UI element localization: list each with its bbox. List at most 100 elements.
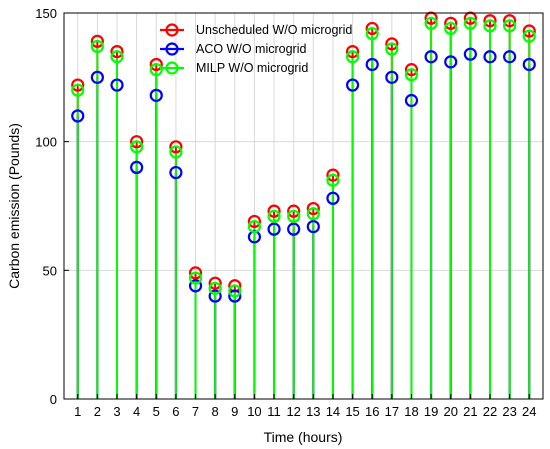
y-tick-label: 50 (43, 263, 57, 278)
x-tick-label: 8 (212, 404, 219, 419)
legend-marker (165, 61, 179, 75)
data-point-2 (208, 289, 222, 303)
data-point-3 (483, 19, 497, 33)
data-point-2 (306, 219, 320, 234)
data-point-2 (463, 47, 477, 61)
data-point-3 (71, 83, 85, 97)
data-point-3 (345, 50, 360, 64)
data-point-1 (503, 14, 517, 28)
data-point-3 (404, 68, 419, 82)
data-point-2 (522, 57, 536, 72)
x-tick-label: 22 (483, 404, 497, 419)
x-tick-label: 6 (172, 404, 179, 419)
data-point-3 (149, 63, 163, 77)
x-axis-label: Time (hours) (264, 429, 343, 445)
data-point-3 (110, 50, 124, 64)
x-tick-label: 16 (365, 404, 379, 419)
data-point-2 (483, 50, 497, 64)
data-point-2 (287, 222, 301, 236)
data-point-1 (404, 63, 419, 77)
data-point-3 (247, 219, 262, 234)
data-point-2 (326, 191, 340, 205)
x-tick-label: 10 (247, 404, 261, 419)
data-point-2 (169, 165, 183, 180)
x-tick-label: 24 (522, 404, 536, 419)
x-tick-label: 2 (94, 404, 101, 419)
plot-area-frame (63, 12, 544, 400)
data-point-1 (365, 21, 379, 36)
data-point-3 (188, 271, 203, 285)
y-tick-label: 100 (35, 135, 57, 150)
data-point-3 (365, 26, 379, 41)
data-point-2 (404, 93, 419, 108)
x-axis-ticks: 1 2 3 4 5 6 7 8 9 10 11 12 13 14 15 16 17 18 19 20 21 22 23 24 (74, 394, 536, 419)
data-point-1 (188, 266, 203, 280)
x-tick-label: 19 (424, 404, 438, 419)
x-tick-label: 1 (74, 404, 81, 419)
data-point-1 (110, 44, 124, 59)
data-point-3 (228, 284, 242, 298)
stem-lines (76, 18, 531, 399)
data-point-2 (130, 160, 144, 174)
data-point-3 (306, 207, 320, 221)
x-tick-label: 18 (404, 404, 418, 419)
data-point-1 (444, 16, 458, 30)
data-point-1 (287, 204, 301, 218)
data-point-2 (228, 289, 242, 303)
data-point-3 (130, 140, 144, 154)
y-tick-label: 150 (35, 6, 57, 21)
data-point-2 (110, 78, 124, 92)
data-point-2 (385, 70, 399, 84)
data-point-1 (247, 214, 262, 229)
data-point-2 (345, 78, 360, 92)
data-point-3 (267, 209, 281, 223)
data-point-1 (208, 276, 222, 290)
data-point-1 (326, 168, 340, 182)
x-tick-label: 11 (267, 404, 281, 419)
x-tick-label: 15 (345, 404, 359, 419)
y-axis-ticks: 0 50 100 150 (35, 6, 69, 407)
x-tick-label: 13 (306, 404, 320, 419)
x-tick-label: 20 (443, 404, 457, 419)
data-point-3 (522, 29, 536, 43)
data-point-1 (306, 201, 320, 216)
y-tick-label: 0 (50, 392, 57, 407)
legend-marker (165, 23, 179, 37)
data-point-2 (444, 55, 458, 69)
x-tick-label: 9 (231, 404, 238, 419)
data-point-1 (130, 135, 144, 149)
data-point-3 (169, 145, 183, 159)
data-point-2 (71, 109, 85, 123)
data-point-2 (149, 88, 163, 102)
legend: Unscheduled W/O microgrid ACO W/O microgr… (160, 23, 352, 75)
legend-marker (165, 42, 179, 56)
data-point-3 (326, 173, 340, 187)
data-point-1 (483, 14, 497, 28)
data-point-1 (522, 24, 536, 38)
x-tick-label: 14 (326, 404, 340, 419)
legend-label: ACO W/O microgrid (196, 42, 306, 56)
x-tick-label: 12 (286, 404, 300, 419)
x-tick-label: 21 (463, 404, 477, 419)
x-tick-label: 3 (113, 404, 120, 419)
data-point-1 (267, 204, 281, 218)
x-tick-label: 7 (192, 404, 199, 419)
data-point-1 (345, 44, 360, 59)
data-point-3 (463, 16, 477, 30)
data-point-1 (385, 37, 399, 51)
data-point-3 (424, 16, 438, 30)
data-point-1 (149, 57, 163, 72)
data-point-1 (169, 140, 183, 154)
x-tick-label: 23 (502, 404, 516, 419)
y-axis-label: Carbon emission (Pounds) (6, 123, 22, 289)
data-point-2 (424, 50, 438, 64)
data-point-3 (385, 42, 399, 56)
x-tick-label: 5 (153, 404, 160, 419)
data-point-2 (188, 279, 203, 293)
data-point-1 (90, 34, 104, 48)
legend-label: Unscheduled W/O microgrid (196, 23, 352, 37)
data-point-2 (90, 70, 104, 84)
data-point-2 (503, 50, 517, 64)
data-point-3 (287, 209, 301, 223)
data-point-3 (503, 19, 517, 33)
